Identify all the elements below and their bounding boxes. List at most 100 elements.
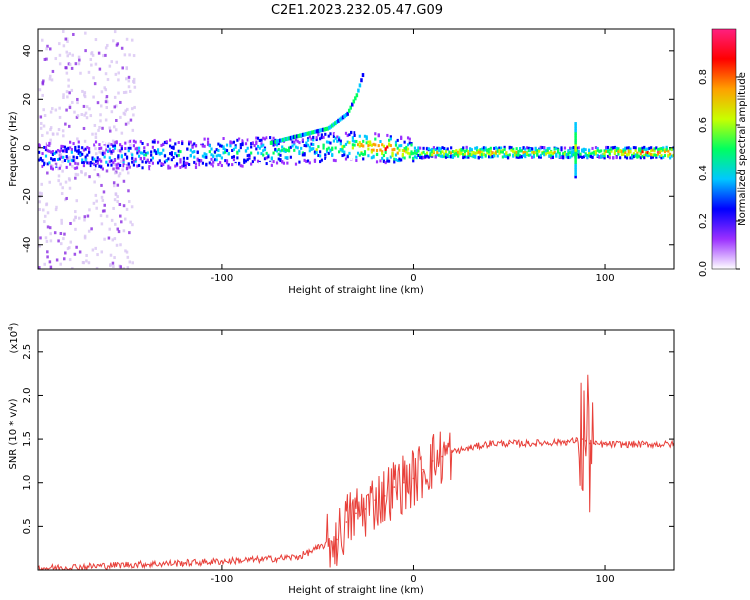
spectrogram-ridge-cell <box>232 158 236 162</box>
spectrogram-ridge-cell <box>667 149 670 153</box>
spectrogram-ridge-cell <box>343 144 346 148</box>
spectrogram-ridge-cell <box>470 148 473 152</box>
spectrogram-ridge-cell <box>244 142 248 146</box>
spectrogram-ridge-cell <box>534 151 537 155</box>
spectrogram-noise-cell <box>112 39 115 43</box>
spectrogram-noise-cell <box>49 232 52 236</box>
spectrogram-noise-cell <box>57 167 60 171</box>
spectrogram-ridge-cell <box>606 149 610 153</box>
spectrogram-noise-cell <box>76 162 80 166</box>
spectrogram-ridge-cell <box>477 150 480 154</box>
spectrogram-noise-cell <box>80 170 83 174</box>
spectrogram-ridge-cell <box>648 153 651 157</box>
spectrogram-ridge-cell <box>624 146 627 150</box>
spectrogram-noise-cell <box>40 182 43 186</box>
spectrogram-ridge-cell <box>243 137 246 141</box>
spectrogram-branch-cell <box>294 134 297 139</box>
spectrogram-branch-cell <box>329 124 333 129</box>
spectrogram-ridge-cell <box>325 140 329 144</box>
spectrogram-noise-cell <box>54 208 58 212</box>
spectrogram-ridge-cell <box>263 157 267 161</box>
spectrogram-noise-cell <box>73 110 76 114</box>
spectrogram-ridge-cell <box>346 140 349 144</box>
spectrogram-spike-cell <box>574 134 577 138</box>
spectrogram-noise-cell <box>77 55 81 59</box>
spectrogram-noise-cell <box>113 171 117 175</box>
snr-data-point <box>581 438 583 440</box>
spectrogram-noise-cell <box>113 198 117 202</box>
spectrogram-ridge-cell <box>596 148 599 152</box>
spectrogram-noise-cell <box>104 46 108 50</box>
spectrogram-ridge-cell <box>643 154 646 158</box>
spectrogram-ridge-cell <box>651 155 654 159</box>
spectrogram-ridge-cell <box>208 161 211 165</box>
spectrogram-ridge-cell <box>317 145 320 149</box>
spectrogram-ridge-cell <box>89 164 92 168</box>
spectrogram-ridge-cell <box>82 164 86 168</box>
spectrogram-ridge-cell <box>286 148 289 152</box>
spectrogram-ridge-cell <box>258 162 261 166</box>
spectrogram-ridge-cell <box>320 158 323 162</box>
spectrogram-spike-cell <box>574 146 577 150</box>
spectrogram-ridge-cell <box>132 163 136 167</box>
spectrogram-noise-cell <box>111 261 115 265</box>
spectrogram-ridge-cell <box>122 158 125 162</box>
spectrogram-ridge-cell <box>41 164 44 168</box>
spectrogram-ridge-cell <box>353 133 356 137</box>
spectrogram-branch-cell <box>354 96 357 101</box>
spectrogram-ridge-cell <box>250 162 253 166</box>
spectrogram-ridge-cell <box>291 140 294 144</box>
spectrogram-noise-cell <box>38 266 41 269</box>
spectrogram-ridge-cell <box>446 147 449 151</box>
spectrogram-ridge-cell <box>65 155 68 159</box>
spectrogram-noise-cell <box>62 95 65 99</box>
spectrogram-noise-cell <box>117 174 121 178</box>
spectrogram-ridge-cell <box>337 150 341 154</box>
spectrogram-ridge-cell <box>69 143 72 147</box>
spectrogram-ridge-cell <box>550 150 553 154</box>
spectrogram-ridge-cell <box>334 136 337 140</box>
spectrogram-ridge-cell <box>237 162 241 166</box>
spectrogram-ridge-cell <box>350 157 353 161</box>
spectrogram-ridge-cell <box>113 158 117 162</box>
colorbar-tick-label: 0.6 <box>698 117 709 133</box>
spectrogram-ridge-cell <box>77 149 80 153</box>
spectrogram-ridge-cell <box>44 164 48 168</box>
spectrogram-noise-cell <box>123 112 127 116</box>
spectrogram-ridge-cell <box>469 152 472 156</box>
spectrogram-ridge-cell <box>589 154 592 158</box>
snr-data-point <box>125 563 127 566</box>
spectrogram-noise-cell <box>62 93 65 97</box>
spectrogram-ridge-cell <box>286 156 289 160</box>
spectrogram-ridge-cell <box>298 141 301 145</box>
spectrogram-noise-cell <box>95 206 98 210</box>
spectrogram-ridge-cell <box>360 142 363 146</box>
snr-y-tick-label: 2.0 <box>22 388 33 404</box>
spectrogram-noise-cell <box>125 207 129 211</box>
spectrogram-ridge-cell <box>131 153 134 157</box>
spectrogram-ridge-cell <box>125 167 129 171</box>
spectrogram-noise-cell <box>59 182 62 186</box>
spectrogram-ridge-cell <box>434 148 437 152</box>
spectrogram-ridge-cell <box>96 156 99 160</box>
spectrogram-ridge-cell <box>53 158 56 162</box>
spectrogram-noise-cell <box>89 57 93 61</box>
spectrogram-ridge-cell <box>510 148 513 152</box>
spectrogram-ridge-cell <box>337 138 341 142</box>
spectrogram-ridge-cell <box>443 146 446 150</box>
spectrogram-noise-cell <box>125 250 129 254</box>
spectrogram-ridge-cell <box>567 156 570 160</box>
spectrogram-ridge-cell <box>537 149 541 153</box>
spectrogram-ridge-cell <box>253 162 256 166</box>
spectrogram-ridge-cell <box>179 150 182 154</box>
spectrogram-ridge-cell <box>234 163 237 167</box>
spectrogram-noise-cell <box>53 231 57 235</box>
spectrogram-ridge-cell <box>663 150 667 154</box>
spectrogram-noise-cell <box>133 105 136 109</box>
spectrogram-noise-cell <box>68 258 72 262</box>
spectrogram-ridge-cell <box>350 131 353 135</box>
spectrogram-ridge-cell <box>169 144 172 148</box>
spectrogram-ridge-cell <box>91 164 94 168</box>
spectrogram-ridge-cell <box>112 149 115 153</box>
